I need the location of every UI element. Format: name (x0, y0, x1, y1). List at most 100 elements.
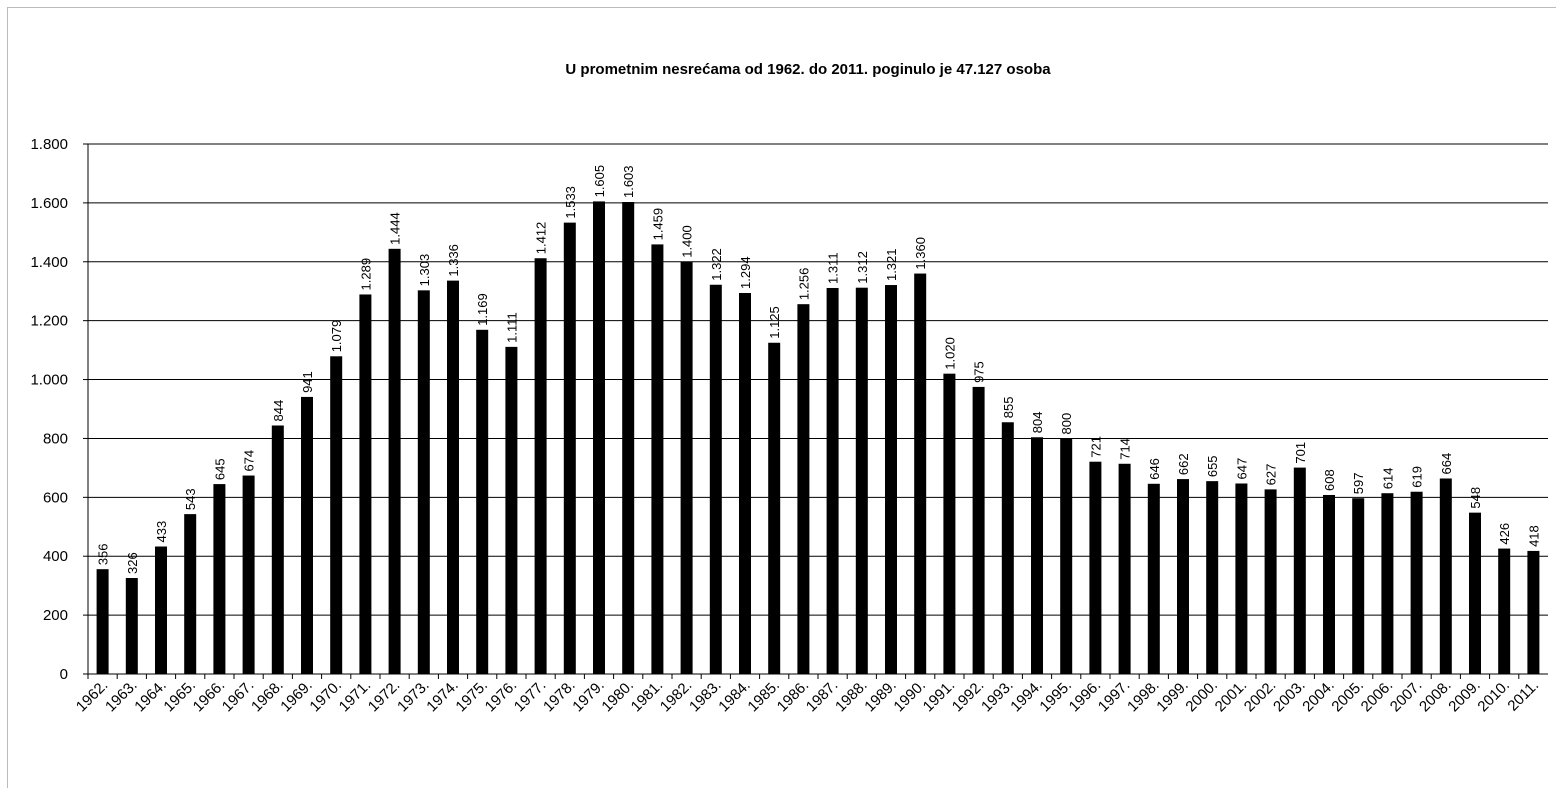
x-tick-label: 1982. (657, 677, 696, 716)
bar (1293, 467, 1306, 674)
bar (1439, 478, 1452, 674)
bar (1323, 494, 1335, 674)
value-label: 645 (212, 458, 227, 480)
value-label: 356 (96, 543, 111, 565)
bar (1235, 483, 1248, 674)
x-tick-label: 1998. (1124, 677, 1163, 716)
value-label: 1.605 (592, 165, 607, 198)
value-label: 800 (1059, 413, 1074, 435)
bar (301, 396, 313, 674)
bar (680, 261, 693, 674)
bar (330, 356, 343, 674)
x-tick-label: 2002. (1241, 677, 1280, 716)
y-tick-label: 1.200 (30, 313, 68, 330)
y-tick-label: 400 (43, 548, 68, 565)
x-tick-label: 2009. (1445, 677, 1484, 716)
x-tick-label: 1999. (1153, 677, 1192, 716)
value-label: 701 (1293, 442, 1308, 464)
bar (1381, 493, 1394, 674)
bar (1352, 498, 1365, 674)
x-tick-label: 2000. (1182, 677, 1221, 716)
bar (1031, 437, 1043, 674)
x-tick-label: 2003. (1270, 677, 1309, 716)
x-tick-label: 1985. (744, 677, 783, 716)
value-label: 674 (242, 450, 257, 472)
x-tick-label: 1970. (306, 677, 345, 716)
x-tick-label: 1990. (890, 677, 929, 716)
x-tick-label: 1995. (1036, 677, 1075, 716)
bar (1410, 491, 1423, 674)
value-label: 433 (154, 521, 169, 543)
x-tick-label: 1991. (920, 677, 959, 716)
x-tick-label: 2004. (1299, 677, 1338, 716)
value-label: 1.311 (826, 252, 841, 284)
bar (1089, 461, 1102, 674)
x-tick-label: 1966. (190, 677, 229, 716)
x-tick-label: 1975. (452, 677, 491, 716)
value-label: 1.289 (358, 258, 373, 291)
x-tick-label: 1967. (219, 677, 258, 716)
y-tick-label: 800 (43, 430, 68, 447)
bar (1469, 512, 1481, 674)
value-label: 1.020 (942, 337, 957, 370)
y-tick-label: 1.600 (30, 195, 68, 212)
value-label: 1.294 (738, 256, 753, 289)
y-tick-label: 1.000 (30, 372, 68, 389)
x-tick-label: 2006. (1358, 677, 1397, 716)
value-label: 646 (1147, 458, 1162, 480)
value-label: 1.169 (475, 293, 490, 326)
value-label: 326 (125, 552, 140, 574)
x-tick-label: 1979. (569, 677, 608, 716)
x-tick-label: 1996. (1066, 677, 1105, 716)
bar (125, 578, 138, 674)
x-tick-label: 1997. (1095, 677, 1134, 716)
bar (359, 294, 372, 674)
value-label: 418 (1526, 525, 1541, 547)
y-tick-label: 1.800 (30, 136, 68, 153)
value-label: 1.125 (767, 306, 782, 339)
value-label: 941 (300, 371, 315, 393)
x-tick-label: 2005. (1328, 677, 1367, 716)
y-tick-label: 1.400 (30, 254, 68, 271)
value-label: 426 (1497, 523, 1512, 545)
x-tick-label: 1973. (394, 677, 433, 716)
value-label: 548 (1468, 487, 1483, 509)
x-tick-label: 1963. (102, 677, 141, 716)
bar (184, 514, 197, 674)
x-tick-label: 1983. (686, 677, 725, 716)
bar (885, 285, 897, 674)
x-tick-label: 1988. (832, 677, 871, 716)
x-tick-label: 1969. (277, 677, 316, 716)
x-tick-label: 1974. (423, 677, 462, 716)
bar (534, 258, 547, 674)
value-label: 1.444 (388, 212, 403, 245)
value-label: 1.459 (650, 208, 665, 241)
bar (96, 569, 109, 674)
bar (1060, 438, 1073, 674)
bar (1118, 463, 1131, 674)
bar (651, 244, 664, 674)
value-label: 1.360 (913, 237, 928, 270)
value-label: 608 (1322, 469, 1337, 491)
x-tick-label: 1989. (861, 677, 900, 716)
bar (768, 342, 781, 674)
value-label: 647 (1234, 458, 1249, 480)
x-tick-label: 1993. (978, 677, 1017, 716)
value-label: 619 (1410, 466, 1425, 488)
value-label: 655 (1205, 455, 1220, 477)
x-tick-label: 1980. (598, 677, 637, 716)
chart-title: U prometnim nesrećama od 1962. do 2011. … (565, 61, 1051, 78)
bar (476, 329, 489, 674)
bar (826, 287, 839, 674)
value-label: 1.111 (504, 312, 519, 343)
y-tick-label: 200 (43, 607, 68, 624)
bar (1206, 481, 1219, 674)
bar (797, 304, 810, 674)
value-label: 721 (1088, 436, 1103, 458)
bar (593, 201, 605, 674)
value-label: 975 (972, 361, 987, 383)
x-tick-label: 1981. (628, 677, 667, 716)
x-tick-label: 1994. (1007, 677, 1046, 716)
bar (1001, 422, 1014, 674)
